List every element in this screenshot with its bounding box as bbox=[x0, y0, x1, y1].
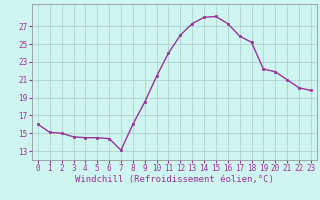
X-axis label: Windchill (Refroidissement éolien,°C): Windchill (Refroidissement éolien,°C) bbox=[75, 175, 274, 184]
